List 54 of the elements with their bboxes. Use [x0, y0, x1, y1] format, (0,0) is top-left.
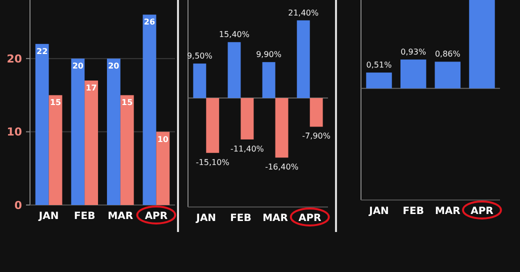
x-tick-label: MAR: [108, 211, 134, 222]
x-tick-label: APR: [470, 206, 494, 217]
bar: [106, 58, 120, 205]
data-label: 17: [86, 84, 97, 93]
bar: [48, 95, 62, 205]
data-label: 0,86%: [434, 50, 461, 59]
x-tick-label: MAR: [262, 213, 288, 224]
x-tick-label: FEB: [402, 206, 424, 217]
data-label: 10: [157, 134, 169, 144]
x-tick-label: JAN: [38, 211, 59, 222]
bar: [296, 20, 310, 98]
x-tick-label: FEB: [74, 211, 96, 222]
bar: [275, 98, 288, 158]
data-label: -11,40%: [230, 144, 264, 154]
bar: [71, 58, 85, 205]
x-tick-label: JAN: [368, 206, 389, 217]
x-tick-label: MAR: [434, 206, 461, 217]
bar: [434, 62, 461, 88]
bar: [469, 0, 495, 88]
bar: [366, 72, 392, 88]
x-tick-label: APR: [298, 213, 322, 224]
data-label: 20: [72, 62, 84, 71]
data-label: 26: [144, 18, 156, 27]
data-label: 9,50%: [186, 52, 213, 61]
bar: [262, 62, 276, 98]
bar: [310, 98, 323, 127]
data-label: -15,10%: [196, 158, 230, 167]
data-label: 0,93%: [400, 48, 426, 57]
bar: [193, 64, 206, 98]
bar: [84, 80, 98, 205]
x-tick-label: APR: [144, 211, 168, 222]
x-tick-label: FEB: [230, 213, 252, 224]
bar: [400, 60, 426, 88]
x-tick-label: JAN: [195, 213, 216, 224]
bar: [240, 98, 254, 140]
data-label: 15: [50, 98, 62, 108]
data-label: 21,40%: [288, 8, 320, 18]
y-tick-label: 0: [14, 198, 22, 212]
data-label: -7,90%: [302, 132, 331, 141]
y-tick-label: 20: [6, 52, 22, 66]
bar: [120, 95, 134, 205]
data-label: 15: [122, 98, 134, 108]
data-label: 0,51%: [366, 60, 392, 70]
y-tick-label: 10: [6, 126, 22, 139]
data-label: 9,90%: [256, 50, 282, 60]
data-label: 20: [108, 62, 120, 71]
bar: [228, 42, 241, 98]
bar: [142, 14, 156, 205]
data-label: -16,40%: [265, 162, 299, 172]
data-label: 15,40%: [218, 30, 250, 40]
bar: [156, 132, 170, 205]
bar: [206, 98, 220, 153]
data-label: 22: [36, 46, 48, 56]
bar: [35, 44, 49, 205]
